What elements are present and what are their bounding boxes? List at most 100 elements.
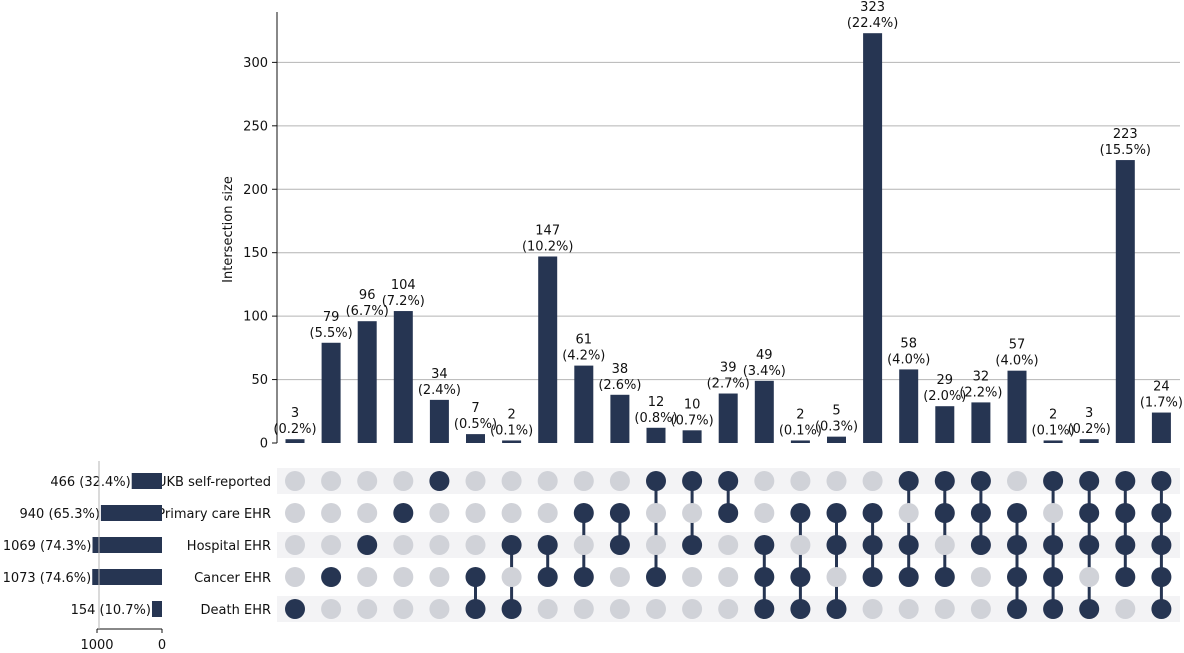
matrix-dot-inactive [682,567,703,587]
bar-value-label: 2 [1049,407,1057,422]
y-tick-label: 300 [243,56,268,71]
matrix-dot-active [682,535,703,555]
bar-percent-label: (0.1%) [490,423,533,438]
set-size-tick-label: 1000 [80,638,113,653]
matrix-dot-inactive [1079,567,1100,587]
intersection-bar [285,439,305,443]
matrix-dot-active [862,567,883,587]
matrix-dot-active [862,503,883,523]
matrix-dot-inactive [718,567,739,587]
matrix-dot-active [1043,535,1064,555]
intersection-bar [790,440,810,443]
intersection-bar [357,321,377,443]
bar-percent-label: (22.4%) [847,16,898,31]
matrix-dot-active [537,567,558,587]
y-tick-label: 250 [243,119,268,134]
bar-percent-label: (10.2%) [522,239,573,254]
bar-percent-label: (0.1%) [779,423,822,438]
matrix-dot-active [1151,567,1172,587]
bar-percent-label: (2.7%) [707,377,750,392]
matrix-dot-inactive [609,567,630,587]
matrix-dot-inactive [573,535,594,555]
intersection-bar [899,369,919,443]
matrix-dot-inactive [934,535,955,555]
bar-value-label: 49 [756,348,773,363]
bar-value-label: 223 [1113,127,1138,142]
matrix-dot-active [1043,599,1064,619]
bar-value-label: 29 [937,373,954,388]
intersection-bar [574,365,594,443]
matrix-dot-active [501,599,522,619]
matrix-dot-active [609,535,630,555]
set-name-label: Cancer EHR [194,571,271,586]
matrix-dot-inactive [754,471,775,491]
matrix-dot-inactive [1115,599,1136,619]
matrix-dot-inactive [501,471,522,491]
intersection-bar [646,427,666,443]
y-tick-label: 100 [243,310,268,325]
y-tick-label: 50 [251,373,268,388]
intersection-bar-labels: 3(0.2%)79(5.5%)96(6.7%)104(7.2%)34(2.4%)… [273,0,1183,438]
matrix-dot-active [1079,471,1100,491]
bar-percent-label: (2.0%) [923,389,966,404]
set-size-label: 1069 (74.3%) [3,539,92,554]
matrix-dot-active [934,471,955,491]
matrix-dot-inactive [465,535,486,555]
bar-value-label: 32 [973,369,990,384]
bar-value-label: 5 [832,404,840,419]
set-size-bar [131,473,162,489]
matrix-dot-active [754,535,775,555]
matrix-dot-inactive [321,599,342,619]
set-size-label: 1073 (74.6%) [3,571,92,586]
matrix-dot-active [1151,471,1172,491]
matrix-dot-active [718,471,739,491]
bar-value-label: 7 [471,401,479,416]
matrix-dot-active [1115,535,1136,555]
intersection-bar [502,440,522,443]
matrix-dot-inactive [393,599,414,619]
matrix-dot-inactive [537,471,558,491]
matrix-dot-active [1079,503,1100,523]
matrix-dot-active [321,567,342,587]
set-size-label: 154 (10.7%) [71,603,151,618]
bar-value-label: 34 [431,367,448,382]
matrix-dot-active [573,503,594,523]
matrix-dot-active [970,471,991,491]
matrix-dot-active [898,535,919,555]
matrix-dot-active [1079,599,1100,619]
matrix-dot-inactive [465,503,486,523]
bar-percent-label: (3.4%) [743,364,786,379]
matrix-dot-inactive [465,471,486,491]
bar-value-label: 10 [684,397,701,412]
matrix-dot-inactive [429,535,450,555]
bar-value-label: 12 [648,395,665,410]
bar-value-label: 323 [860,0,885,15]
matrix-dot-inactive [790,535,811,555]
matrix-dot-active [934,503,955,523]
y-axis-title: Intersection size [221,176,236,283]
matrix-dot-active [790,599,811,619]
matrix-dot-active [537,535,558,555]
bar-value-label: 3 [291,406,299,421]
matrix-dot-active [1115,567,1136,587]
matrix-dot-inactive [501,567,522,587]
bar-percent-label: (5.5%) [310,326,353,341]
intersection-bar [1151,412,1171,443]
bar-value-label: 2 [796,407,804,422]
bar-percent-label: (6.7%) [346,304,389,319]
bar-value-label: 57 [1009,338,1026,353]
matrix-dot-inactive [826,471,847,491]
matrix-dot-active [646,471,666,491]
bar-percent-label: (0.8%) [634,411,677,426]
matrix-dot-inactive [393,535,414,555]
matrix-dot-inactive [393,471,414,491]
matrix-dot-inactive [321,471,342,491]
matrix-dot-inactive [537,503,558,523]
matrix-dot-inactive [934,599,955,619]
intersection-bar [935,406,955,443]
matrix-dot-active [1043,471,1064,491]
matrix-dot-inactive [285,567,305,587]
set-size-bar [100,505,162,521]
intersection-bar [321,342,341,443]
matrix-dot-active [501,535,522,555]
